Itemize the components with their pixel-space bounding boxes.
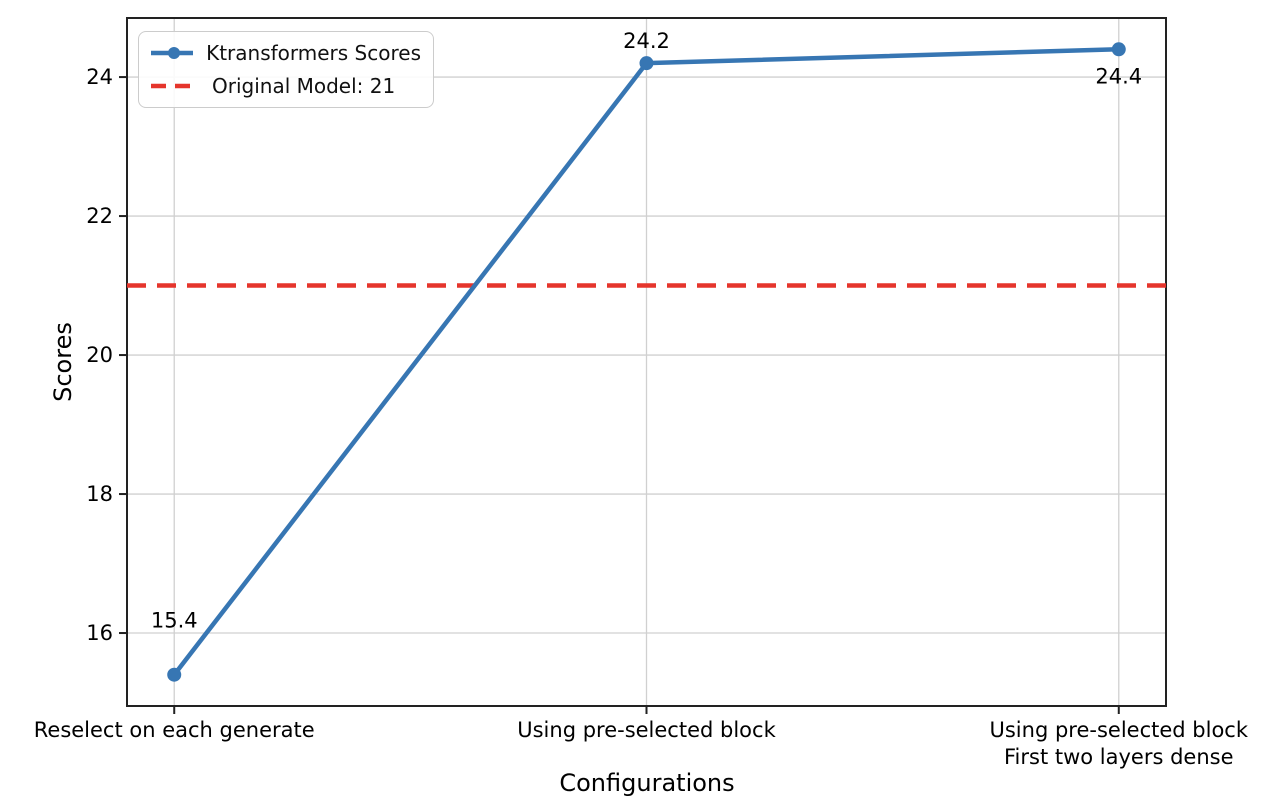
x-axis-title: Configurations: [559, 769, 735, 797]
y-tick-label: 24: [86, 65, 113, 89]
x-tick-label: Using pre-selected block: [517, 718, 776, 742]
y-tick-label: 22: [86, 204, 113, 228]
y-tick-label: 18: [86, 482, 113, 506]
legend-item-ktransformers-scores: Ktransformers Scores: [149, 41, 421, 65]
legend-label-reference-line: Original Model: 21: [212, 74, 396, 98]
x-tick-label: Reselect on each generate: [34, 718, 315, 742]
data-point-marker: [1111, 42, 1126, 57]
y-tick-label: 16: [86, 621, 113, 645]
data-point-marker: [639, 56, 654, 71]
legend-dashed-line-icon: [151, 83, 197, 89]
data-point-marker: [167, 667, 182, 682]
legend-solid-line-marker-icon: [151, 47, 194, 59]
y-axis-title: Scores: [49, 322, 77, 402]
data-point-label: 24.2: [623, 29, 670, 53]
chart-legend: Ktransformers Scores Original Model: 21: [138, 31, 434, 108]
y-tick-label: 20: [86, 343, 113, 367]
legend-item-original-model: Original Model: 21: [149, 74, 421, 98]
data-point-label: 24.4: [1095, 64, 1142, 88]
x-tick-label: Using pre-selected block First two layers…: [990, 718, 1249, 769]
data-point-label: 15.4: [151, 609, 198, 633]
legend-label-series: Ktransformers Scores: [206, 41, 421, 65]
